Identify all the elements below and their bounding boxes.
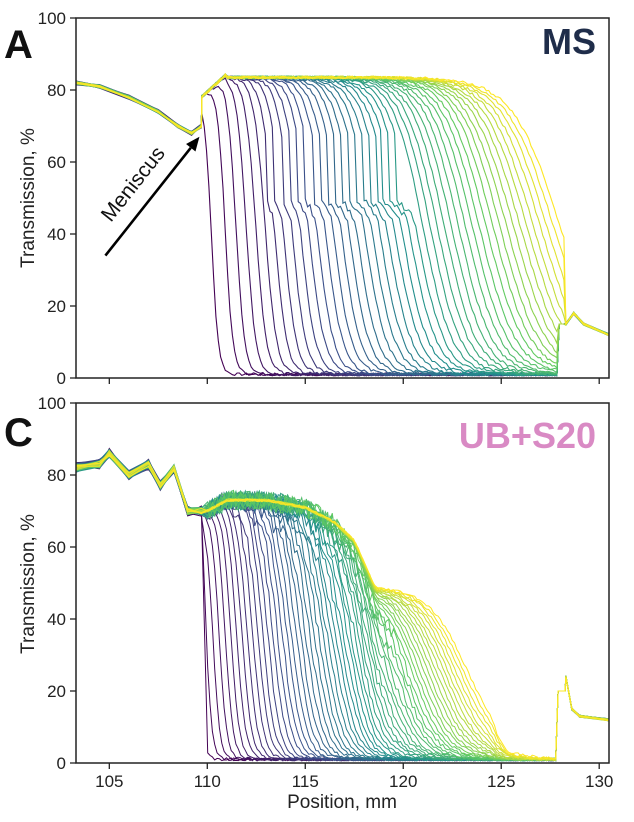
panel-a-scan-line — [76, 73, 609, 377]
panel-a-scan-line — [76, 73, 609, 377]
panel-a-ylabel: Transmission, % — [18, 128, 39, 268]
meniscus-arrowhead — [186, 136, 200, 152]
panel-a-scan-line — [76, 76, 609, 377]
panel-a-scan-line — [76, 73, 609, 377]
panel-a-plot-area — [76, 72, 609, 377]
panel-a-ytick-label: 100 — [38, 9, 66, 28]
panel-a-ytick-label: 20 — [47, 297, 66, 316]
panel-a-scan-line — [76, 73, 609, 370]
panel-c-ytick-label: 80 — [47, 466, 66, 485]
panel-a-ytick-label: 60 — [47, 153, 66, 172]
panel-c-scan-line — [76, 453, 609, 760]
panel-a-scan-line — [76, 74, 609, 370]
panel-a-ytick-label: 40 — [47, 225, 66, 244]
panel-c-ytick-label: 60 — [47, 538, 66, 557]
panel-a-scan-line — [76, 73, 609, 377]
panel-a-scan-line — [76, 75, 609, 377]
panel-a-scan-line — [76, 75, 609, 377]
panel-a-scan-line — [76, 72, 609, 336]
panel-a-ticks: 0 20 40 60 80 100 — [38, 9, 600, 388]
panel-c-xtick-label: 115 — [292, 772, 319, 791]
panel-c-xtick-label: 125 — [487, 772, 515, 791]
panel-c-letter: C — [4, 411, 33, 455]
panel-a-scan-line — [76, 80, 609, 377]
panel-a-scan-line — [76, 75, 609, 377]
panel-c-ytick-label: 100 — [38, 394, 66, 413]
panel-a-ytick-label: 0 — [57, 369, 66, 388]
panel-c-plot-area — [76, 447, 609, 762]
panel-a-frame — [75, 17, 610, 379]
panel-a-scan-line — [76, 75, 609, 377]
panel-c-scan-line — [76, 449, 609, 761]
panel-a-scan-line — [76, 74, 609, 377]
panel-a-scan-line — [76, 82, 609, 377]
panel-a-scan-line — [76, 73, 609, 377]
panel-a-scan-line — [76, 75, 609, 376]
panel-a-scan-line — [76, 77, 609, 377]
panel-a-scan-line — [76, 74, 609, 336]
panel-c-ytick-label: 0 — [57, 754, 66, 773]
panel-a-scan-line — [76, 75, 609, 377]
panel-a-scan-line — [76, 75, 609, 377]
panel-c-xtick-label: 130 — [585, 772, 613, 791]
panel-a-scan-line — [76, 75, 609, 377]
panel-a-scan-line — [76, 75, 609, 377]
panel-a-scan-line — [76, 74, 609, 374]
panel-a-scan-line — [76, 75, 609, 377]
panel-a-scan-line — [76, 74, 609, 377]
panel-c-tag: UB+S20 — [459, 415, 596, 456]
panel-c-ylabel: Transmission, % — [18, 514, 39, 654]
panel-a-scan-line — [76, 72, 609, 375]
panel-a-ytick-label: 80 — [47, 81, 66, 100]
panel-a: 0 20 40 60 80 100 A MS Transmission, % Menisc… — [4, 9, 610, 388]
panel-a-scan-line — [76, 74, 609, 376]
panel-a-scan-line — [76, 74, 609, 377]
panel-a-letter: A — [4, 23, 33, 67]
panel-a-scan-line — [76, 74, 609, 377]
panel-a-scan-line — [76, 82, 609, 377]
panel-c-xtick-label: 120 — [389, 772, 417, 791]
meniscus-arrow — [104, 146, 192, 257]
panel-a-tag: MS — [542, 21, 596, 62]
panel-c-xtick-label: 105 — [95, 772, 123, 791]
panel-c-xlabel: Position, mm — [287, 792, 397, 813]
panel-c-frame — [75, 402, 610, 764]
panel-a-scan-line — [76, 73, 609, 377]
panel-a-scan-line — [76, 73, 609, 376]
panel-a-scan-line — [76, 74, 609, 377]
panel-a-scan-line — [76, 75, 609, 359]
meniscus-annotation: Meniscus — [97, 142, 170, 226]
panel-c-ytick-label: 20 — [47, 682, 66, 701]
panel-c-ytick-label: 40 — [47, 610, 66, 629]
panel-a-scan-line — [76, 75, 609, 377]
panel-a-scan-line — [76, 74, 609, 377]
panel-a-scan-line — [76, 74, 609, 375]
panel-c-ticks: 0 20 40 60 80 100 105 110 115 120 125 130 — [38, 394, 614, 791]
panel-c-xtick-label: 110 — [194, 772, 221, 791]
